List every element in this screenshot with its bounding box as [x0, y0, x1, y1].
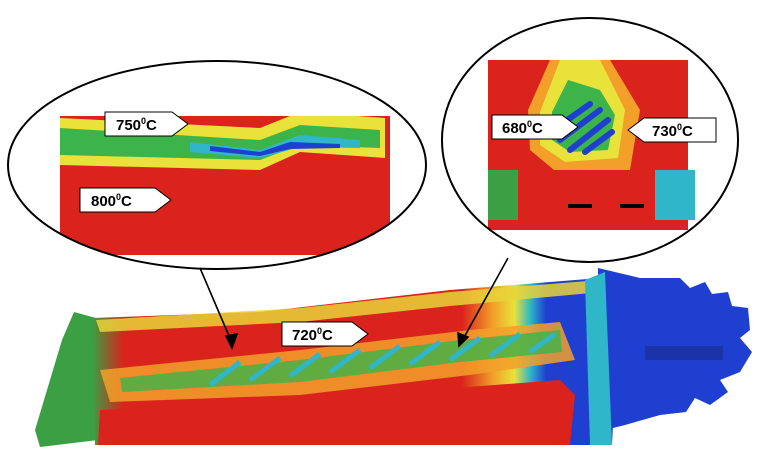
- svg-text:8000C: 8000C: [91, 192, 132, 210]
- blade-cooling-ribs: [208, 331, 557, 387]
- blade-root-slot: [645, 346, 723, 360]
- right-zoom-callout: [441, 17, 739, 263]
- label-680: 6800C: [491, 114, 579, 140]
- label-730: 7300C: [627, 117, 717, 143]
- blade-trailing-red: [98, 380, 575, 445]
- svg-text:7500C: 7500C: [116, 116, 157, 134]
- label-750: 7500C: [104, 111, 189, 137]
- callout-arrows: [199, 257, 509, 351]
- svg-text:6800C: 6800C: [502, 119, 543, 137]
- svg-text:7200C: 7200C: [292, 326, 333, 344]
- label-800: 8000C: [79, 187, 172, 213]
- svg-text:7300C: 7300C: [652, 122, 693, 140]
- blade-platform-left: [35, 312, 98, 447]
- left-zoom-callout: [7, 60, 427, 270]
- blade-neck: [585, 272, 612, 445]
- label-720: 7200C: [281, 321, 369, 347]
- turbine-blade: [35, 268, 752, 447]
